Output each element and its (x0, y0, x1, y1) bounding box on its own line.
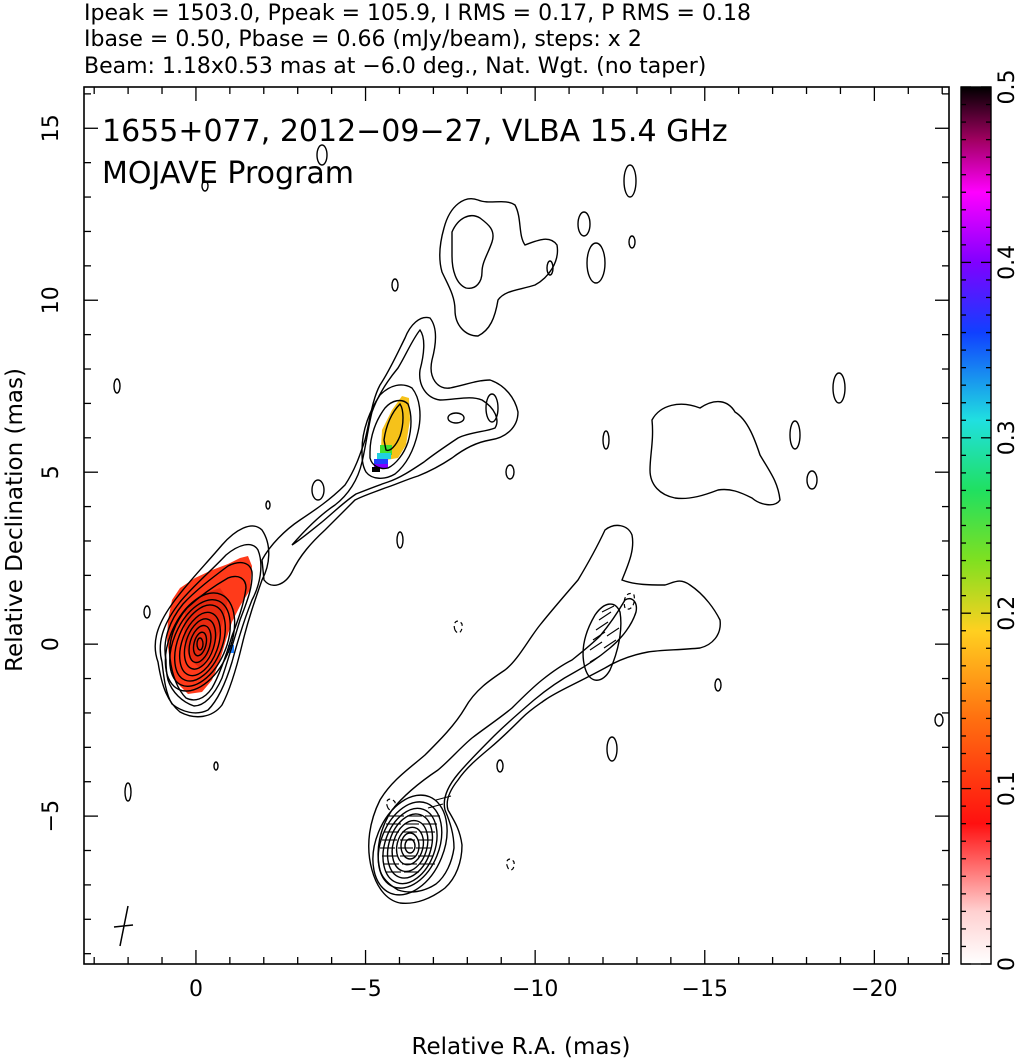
colorbar-tick-label: 0.3 (995, 420, 1020, 455)
colorbar-tick-label: 0.1 (995, 771, 1020, 806)
plot-frame (83, 86, 950, 965)
colorbar-ticks (961, 86, 991, 965)
x-tick-label: −15 (682, 977, 728, 1002)
southern-feature-contour-1 (372, 794, 448, 896)
knot-polarization-black (372, 467, 380, 472)
chart-subtitle: MOJAVE Program (102, 156, 354, 191)
header-line-2: Ibase = 0.50, Pbase = 0.66 (mJy/beam), s… (84, 27, 642, 52)
header-line-1: Ipeak = 1503.0, Ppeak = 105.9, I RMS = 0… (84, 1, 751, 26)
colorbar-tick-label: 0.2 (995, 596, 1020, 631)
x-tick-label: −10 (512, 977, 558, 1002)
y-tick-label: 10 (39, 286, 64, 314)
axis-ticks (84, 87, 949, 964)
south-contours (368, 524, 721, 905)
y-tick-label: 0 (39, 637, 64, 651)
east-cloud-contour (649, 401, 781, 506)
knot-contour-inner (369, 399, 412, 470)
y-tick-label: −5 (39, 800, 64, 832)
y-axis-label: Relative Declination (mas) (2, 368, 28, 672)
knot-contour-outer (361, 384, 421, 479)
axis-tick-labels: 0 −5 −10 −15 −20 −5 0 5 10 15 (39, 114, 898, 1002)
image-region (113, 144, 944, 947)
beam-marker (113, 905, 134, 947)
knot-polarization-cyan (377, 453, 391, 459)
chart-title: 1655+077, 2012−09−27, VLBA 15.4 GHz (102, 114, 728, 149)
x-tick-label: 0 (189, 977, 203, 1002)
southern-jet-knot-contour (582, 603, 622, 681)
x-tick-label: −20 (851, 977, 897, 1002)
x-tick-label: −5 (349, 977, 381, 1002)
y-tick-label: 15 (39, 114, 64, 142)
knot-polarization-blue (374, 459, 388, 464)
header-line-3: Beam: 1.18x0.53 mas at −6.0 deg., Nat. W… (84, 54, 706, 79)
north-contours (113, 144, 944, 802)
jet-contours (261, 316, 519, 586)
core-outer-contour (154, 525, 270, 718)
polarization-vectors (380, 605, 620, 873)
colorbar-tick-label: 0 (995, 957, 1020, 971)
colorbar-tick-label: 0.4 (995, 245, 1020, 280)
colorbar-tick-label: 0.5 (995, 70, 1020, 105)
knot-polarization-violet (374, 464, 388, 468)
x-axis-label: Relative R.A. (mas) (412, 1034, 631, 1060)
core-polarization-inner (184, 588, 228, 668)
y-tick-label: 5 (39, 465, 64, 479)
colorbar-tick-labels: 0 0.1 0.2 0.3 0.4 0.5 (995, 70, 1020, 972)
core-contours (154, 525, 270, 718)
